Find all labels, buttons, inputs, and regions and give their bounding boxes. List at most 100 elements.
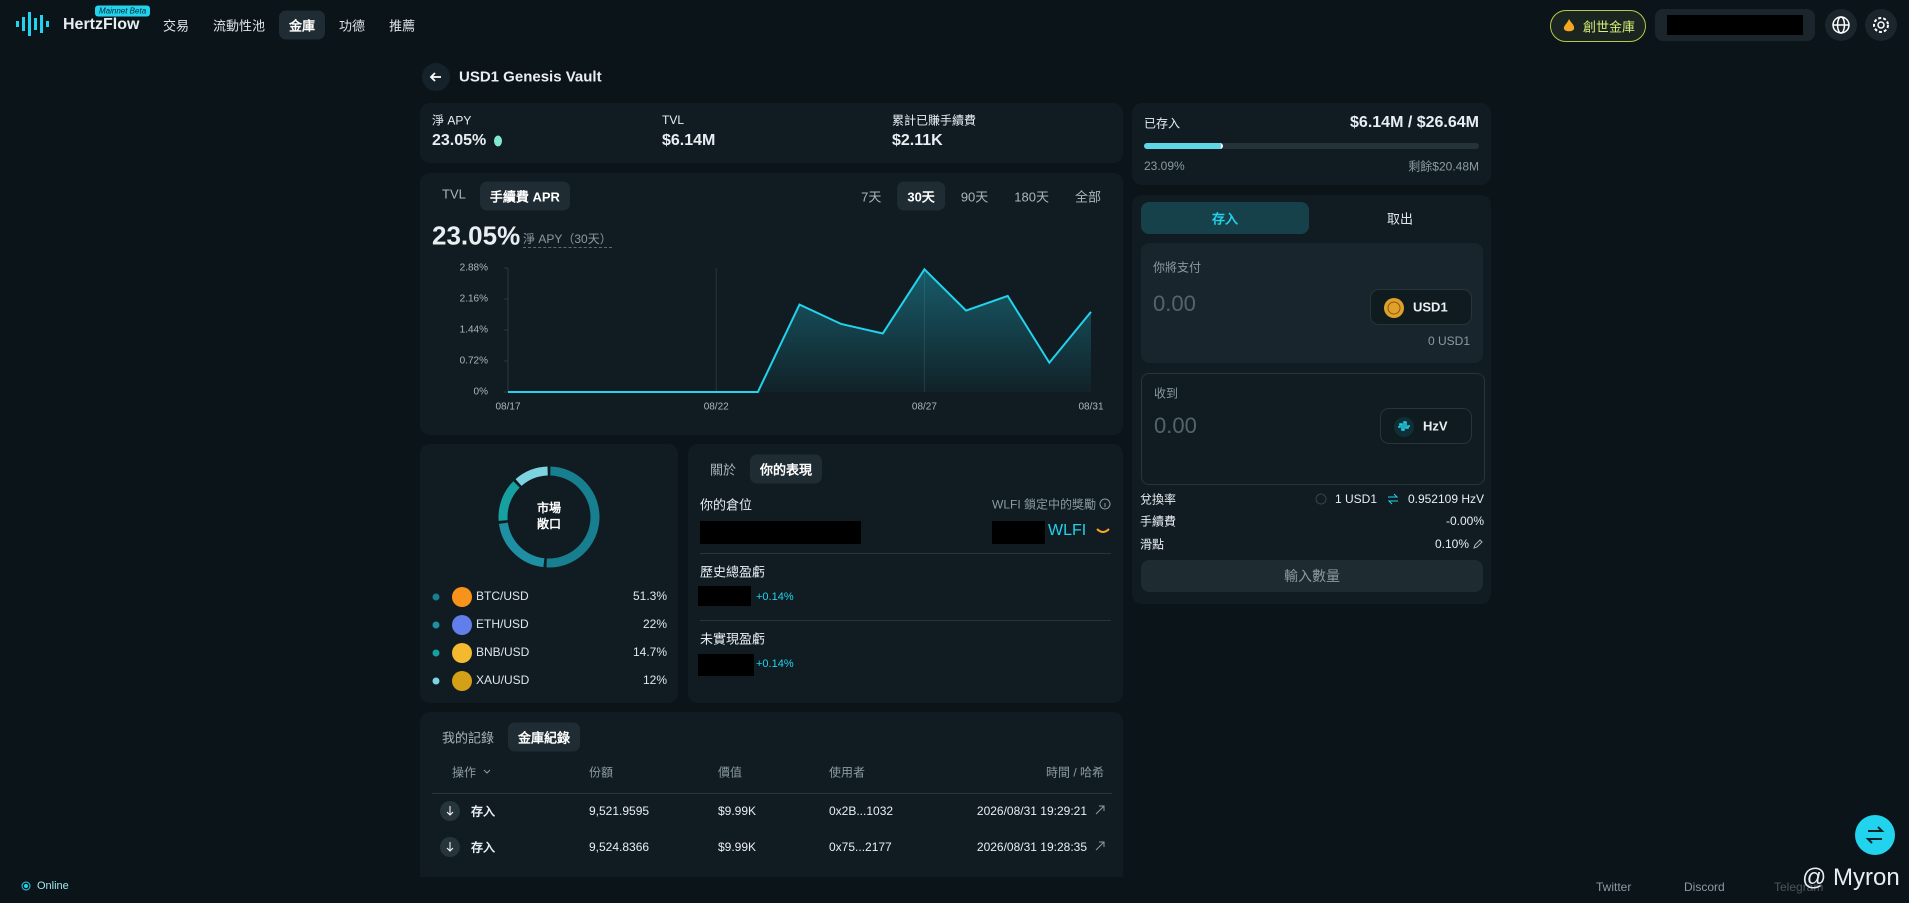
stat-label: 累計已賺手續費 <box>892 113 977 128</box>
pay-amount[interactable]: 0.00 <box>1153 291 1196 316</box>
donut-segment <box>546 466 600 568</box>
divider <box>700 620 1111 621</box>
performance-card: 關於 你的表現 你的倉位 WLFI 鎖定中的獎勵 WLFI 歷史總盈虧 +0.1… <box>688 444 1123 703</box>
cell: 0x75...2177 <box>829 840 892 854</box>
legend-value: 51.3% <box>633 589 667 603</box>
cell: 9,521.9595 <box>589 804 650 818</box>
nav-link[interactable]: 功德 <box>339 18 366 34</box>
slippage-value: 0.10% <box>1434 537 1469 551</box>
headline-label: 淨 APY（30天） <box>523 232 612 248</box>
genesis-button[interactable]: 創世金庫 <box>1550 10 1646 42</box>
balance: 0 USD1 <box>1427 334 1470 348</box>
x-tick-label: 08/27 <box>912 402 937 413</box>
records-card: 我的記錄 金庫紀錄 操作 份額 價值 使用者 時間 / 哈希 存入 9,521.9… <box>420 712 1123 877</box>
performance-tab[interactable]: 你的表現 <box>750 454 823 484</box>
donut-center: 敞口 <box>537 516 561 531</box>
performance-tab[interactable]: 關於 <box>710 462 737 478</box>
trade-tab[interactable]: 存入 <box>1211 211 1239 227</box>
range-tab[interactable]: 90天 <box>960 189 989 205</box>
tx-link[interactable] <box>1095 841 1105 851</box>
receive-label: 收到 <box>1154 386 1179 401</box>
reward-label: WLFI 鎖定中的獎勵 <box>992 497 1096 512</box>
swap-fab[interactable] <box>1855 815 1895 855</box>
legend-label: ETH/USD <box>476 617 529 631</box>
column-header[interactable]: 操作 <box>452 765 477 780</box>
capacity-label: 已存入 <box>1144 116 1181 131</box>
cell: 存入 <box>471 840 496 855</box>
column-header: 價值 <box>718 765 743 780</box>
nav-link[interactable]: 交易 <box>163 18 190 34</box>
legend-dot <box>432 621 440 629</box>
token-name: USD1 <box>1413 299 1448 315</box>
x-tick-label: 08/17 <box>495 402 520 413</box>
range-tab[interactable]: 180天 <box>1014 189 1049 205</box>
stat-label: 淨 APY <box>432 113 472 128</box>
tx-link[interactable] <box>1095 805 1105 815</box>
fire-icon <box>1563 19 1575 32</box>
footer-link[interactable]: Discord <box>1684 880 1725 894</box>
cell: 存入 <box>471 804 496 819</box>
info-icon[interactable] <box>1099 498 1111 510</box>
nav-bar: HertzFlow Mainnet Beta 交易 流動性池 金庫 功德 推薦 … <box>0 0 1909 48</box>
stats-card: 淨 APY 23.05% TVL $6.14M 累計已賺手續費 $2.11K <box>420 103 1123 163</box>
nav-link[interactable]: 流動性池 <box>213 18 266 34</box>
back-button[interactable] <box>422 63 450 91</box>
cell: 2026/08/31 19:28:35 <box>976 840 1087 854</box>
cell: 0x2B...1032 <box>829 804 894 818</box>
submit-button[interactable]: 輸入數量 <box>1141 560 1483 592</box>
token-chip[interactable]: USD1 <box>1370 289 1472 325</box>
legend-label: BTC/USD <box>476 589 529 603</box>
edit-icon[interactable] <box>1472 538 1484 550</box>
slippage-label: 滑點 <box>1140 537 1165 552</box>
chart-tab[interactable]: 手續費 APR <box>479 181 570 211</box>
status-text: Online <box>37 880 69 892</box>
watermark: @ Myron <box>1802 864 1900 891</box>
y-tick-label: 0.72% <box>460 356 488 367</box>
language-button[interactable] <box>1825 9 1857 41</box>
nav-link[interactable]: 金庫 <box>279 10 326 40</box>
reward-token: WLFI <box>1048 522 1087 539</box>
stat-value: 23.05% <box>432 132 487 149</box>
cell: $9.99K <box>718 804 757 818</box>
line <box>508 267 1092 393</box>
trade-tab[interactable]: 取出 <box>1386 211 1414 227</box>
capacity-value: $6.14M / $26.64M <box>1350 114 1479 131</box>
column-header: 份額 <box>589 765 614 780</box>
history-label: 歷史總盈虧 <box>700 564 766 580</box>
records-tab[interactable]: 我的記錄 <box>442 730 495 746</box>
pay-label: 你將支付 <box>1153 260 1202 275</box>
stat-label: TVL <box>662 113 685 127</box>
headline-value: 23.05% <box>432 220 521 251</box>
coin-icons <box>452 587 472 691</box>
footer-link[interactable]: Telegram <box>1774 880 1824 894</box>
range-tab[interactable]: 全部 <box>1074 189 1101 205</box>
capacity-track <box>1144 143 1479 149</box>
footer-link[interactable]: Twitter <box>1596 880 1632 894</box>
settings-button[interactable] <box>1865 9 1897 41</box>
records-tab[interactable]: 金庫紀錄 <box>508 722 581 752</box>
legend-value: 14.7% <box>633 645 667 659</box>
donut-segment <box>498 481 520 521</box>
redacted <box>698 654 754 676</box>
capacity-remaining: 剩餘$20.48M <box>1408 159 1479 174</box>
y-tick-label: 2.16% <box>460 294 488 305</box>
position-label: 你的倉位 <box>700 497 753 513</box>
divider <box>432 793 1112 794</box>
performance-tabs: 關於 你的表現 <box>700 454 823 484</box>
row-icon <box>440 801 460 821</box>
chart-tab[interactable]: TVL <box>442 186 466 202</box>
range-tab[interactable]: 7天 <box>861 189 882 205</box>
wallet-button[interactable] <box>1655 9 1815 41</box>
logo-text[interactable]: HertzFlow <box>63 16 140 33</box>
pay-box: 你將支付 0.00 USD1 0 USD1 <box>1141 243 1483 363</box>
legend-label: BNB/USD <box>476 645 530 659</box>
swap-icon[interactable] <box>1387 493 1399 505</box>
donut-segment <box>498 522 545 568</box>
donut-center: 市場 <box>537 500 561 515</box>
y-tick-label: 0% <box>474 387 489 398</box>
nav-link[interactable]: 推薦 <box>389 18 416 34</box>
token-icon <box>1096 528 1110 533</box>
range-tab[interactable]: 30天 <box>897 181 945 211</box>
token-chip[interactable]: HzV <box>1380 408 1472 444</box>
